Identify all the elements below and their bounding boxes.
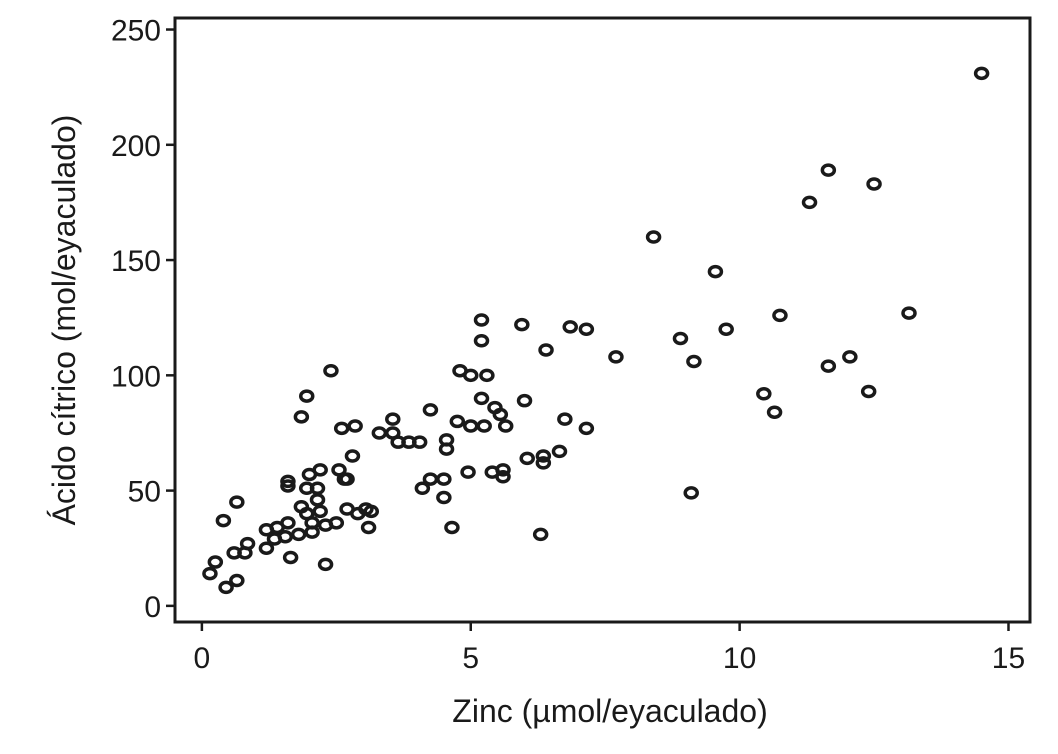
data-point-41 bbox=[293, 410, 310, 424]
data-point-0 bbox=[202, 566, 218, 581]
data-point-58 bbox=[444, 520, 460, 535]
data-points bbox=[202, 66, 990, 595]
data-point-84 bbox=[557, 412, 573, 426]
data-point-103 bbox=[866, 177, 882, 191]
data-point-94 bbox=[718, 322, 734, 336]
data-point-4 bbox=[215, 513, 232, 528]
data-point-77 bbox=[516, 393, 533, 408]
data-point-24 bbox=[280, 479, 296, 493]
y-tick-label-3: 150 bbox=[111, 245, 161, 278]
data-point-99 bbox=[820, 359, 837, 373]
data-point-86 bbox=[578, 421, 595, 436]
data-point-43 bbox=[323, 363, 339, 378]
data-point-29 bbox=[312, 463, 328, 477]
data-point-16 bbox=[290, 527, 307, 542]
data-point-13 bbox=[277, 529, 293, 544]
data-point-65 bbox=[473, 391, 490, 406]
data-point-87 bbox=[578, 322, 595, 336]
x-axis-label: Zinc (µmol/eyaculado) bbox=[452, 693, 767, 729]
data-point-44 bbox=[333, 421, 350, 436]
data-point-62 bbox=[460, 465, 476, 479]
data-point-66 bbox=[476, 419, 492, 433]
data-point-73 bbox=[497, 419, 514, 433]
data-point-83 bbox=[551, 444, 568, 459]
data-point-38 bbox=[360, 520, 377, 535]
data-point-15 bbox=[282, 550, 299, 565]
data-point-104 bbox=[901, 306, 917, 320]
data-point-54 bbox=[436, 472, 452, 486]
y-tick-label-2: 100 bbox=[111, 360, 161, 393]
data-point-98 bbox=[801, 195, 818, 210]
data-point-85 bbox=[562, 320, 578, 334]
data-point-101 bbox=[842, 350, 858, 364]
data-point-97 bbox=[772, 308, 788, 323]
x-tick-label-3: 15 bbox=[992, 642, 1025, 675]
data-point-25 bbox=[280, 474, 296, 489]
y-tick-label-1: 50 bbox=[128, 476, 161, 509]
data-point-81 bbox=[535, 456, 552, 470]
data-point-75 bbox=[473, 313, 490, 327]
y-axis-label: Ácido cítrico (mol/eyaculado) bbox=[46, 115, 82, 526]
data-point-46 bbox=[371, 426, 388, 440]
data-point-90 bbox=[672, 331, 689, 346]
x-tick-label-2: 10 bbox=[723, 642, 756, 675]
data-point-48 bbox=[385, 412, 401, 426]
data-point-74 bbox=[473, 333, 490, 348]
data-point-39 bbox=[363, 504, 380, 519]
data-point-67 bbox=[479, 368, 495, 383]
x-tick-label-0: 0 bbox=[194, 642, 211, 675]
y-tick-label-4: 200 bbox=[111, 130, 161, 163]
data-point-80 bbox=[535, 449, 552, 463]
data-point-102 bbox=[860, 384, 877, 399]
data-point-3 bbox=[229, 573, 245, 588]
data-point-7 bbox=[239, 536, 256, 551]
data-point-21 bbox=[309, 493, 326, 507]
data-point-20 bbox=[304, 525, 320, 539]
data-point-71 bbox=[495, 463, 511, 477]
data-point-30 bbox=[317, 557, 334, 572]
data-point-55 bbox=[436, 490, 452, 505]
data-point-14 bbox=[280, 516, 296, 530]
y-tick-label-5: 250 bbox=[111, 15, 161, 48]
data-point-10 bbox=[258, 541, 275, 555]
data-point-52 bbox=[414, 481, 431, 496]
data-point-22 bbox=[312, 504, 328, 519]
data-point-1 bbox=[207, 555, 224, 569]
data-point-59 bbox=[422, 403, 439, 417]
data-point-72 bbox=[495, 470, 511, 484]
data-point-8 bbox=[229, 495, 245, 509]
data-point-2 bbox=[218, 580, 234, 595]
data-point-51 bbox=[411, 435, 428, 449]
data-point-34 bbox=[339, 472, 355, 486]
data-point-100 bbox=[820, 163, 837, 177]
data-point-53 bbox=[422, 472, 439, 486]
data-point-31 bbox=[328, 516, 345, 530]
data-point-40 bbox=[344, 449, 361, 463]
data-point-82 bbox=[538, 343, 554, 357]
data-point-95 bbox=[756, 387, 772, 401]
plot-frame bbox=[173, 16, 1032, 624]
data-point-89 bbox=[645, 230, 662, 244]
data-point-88 bbox=[608, 350, 624, 364]
data-point-79 bbox=[532, 527, 549, 542]
data-point-78 bbox=[519, 451, 535, 466]
data-point-42 bbox=[298, 389, 315, 403]
data-point-92 bbox=[686, 354, 702, 369]
data-point-91 bbox=[683, 486, 699, 500]
data-point-105 bbox=[973, 66, 990, 81]
y-tick-label-0: 0 bbox=[144, 591, 161, 624]
data-point-28 bbox=[309, 481, 326, 496]
data-point-64 bbox=[463, 419, 479, 433]
data-point-45 bbox=[347, 419, 363, 433]
data-point-63 bbox=[463, 368, 479, 383]
data-point-60 bbox=[449, 414, 466, 429]
data-point-70 bbox=[492, 407, 509, 422]
data-point-76 bbox=[514, 317, 530, 332]
x-tick-label-1: 5 bbox=[462, 642, 479, 675]
data-point-93 bbox=[707, 264, 724, 279]
data-point-57 bbox=[438, 442, 455, 456]
data-point-96 bbox=[766, 405, 783, 419]
